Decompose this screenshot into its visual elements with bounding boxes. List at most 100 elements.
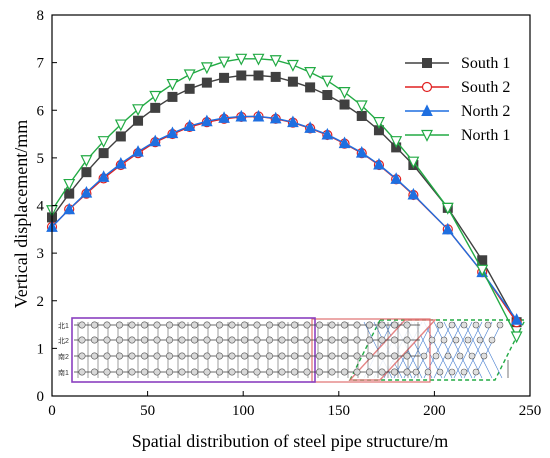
inset-pipe-marker (365, 321, 373, 329)
inset-pipe-marker (103, 336, 111, 344)
inset-pipe-marker (191, 336, 199, 344)
inset-pipe-marker (448, 321, 456, 329)
x-tick-label: 50 (140, 403, 155, 419)
inset-pipe-marker (153, 352, 161, 360)
data-point (407, 156, 420, 169)
inset-pipe-marker (203, 321, 211, 329)
inset-mesh-line (463, 321, 493, 379)
inset-pipe-marker (141, 321, 149, 329)
inset-pipe-marker (303, 368, 311, 376)
y-tick-label: 6 (37, 103, 45, 119)
x-tick-label: 100 (232, 403, 255, 419)
inset-pipe-marker (464, 336, 472, 344)
inset-pipe-marker (448, 368, 456, 376)
inset-diagonal-band (348, 319, 437, 381)
legend-marker (421, 129, 433, 142)
inset-pipe-marker (365, 352, 373, 360)
inset-pipe-marker (315, 352, 323, 360)
data-point (183, 69, 196, 82)
inset-pipe-marker (403, 321, 411, 329)
inset-pipe-marker (378, 336, 386, 344)
inset-pipe-marker (378, 368, 386, 376)
inset-pipe-marker (403, 352, 411, 360)
data-point (63, 202, 76, 215)
data-point (338, 87, 351, 99)
data-point (304, 121, 316, 133)
inset-pipe-marker (166, 336, 174, 344)
inset-row-label: 北1 (58, 322, 69, 330)
data-point (150, 102, 161, 113)
x-tick-label: 250 (519, 403, 542, 419)
data-point (321, 75, 334, 88)
inset-pipe-marker (496, 321, 504, 329)
data-point (252, 109, 265, 122)
data-point (287, 76, 298, 87)
inset-pipe-marker (103, 321, 111, 329)
data-point (286, 59, 299, 72)
inset-pipe-marker (128, 321, 136, 329)
inset-pipe-marker (166, 352, 174, 360)
inset-pipe-marker (265, 336, 273, 344)
axes: 0 50 100 150 200 250 0 1 2 3 4 5 6 7 8 (37, 8, 542, 419)
inset-right-frame (348, 319, 527, 381)
data-point (322, 90, 333, 101)
inset-pipe-marker (265, 352, 273, 360)
data-point (338, 136, 351, 149)
inset-pipe-marker (191, 368, 199, 376)
y-tick-label: 0 (37, 389, 45, 405)
data-point (166, 126, 179, 139)
inset-pipe-marker (290, 368, 298, 376)
inset-pipe-marker (253, 336, 261, 344)
inset-pipe-marker (278, 352, 286, 360)
inset-pipe-marker (353, 321, 361, 329)
inset-pipe-marker (91, 336, 99, 344)
data-point (183, 119, 196, 131)
inset-pipe-marker (303, 336, 311, 344)
series-north-1 (46, 53, 523, 344)
data-point (372, 117, 385, 129)
inset-pipe-marker (116, 321, 124, 329)
inset-pipe-marker (78, 321, 86, 329)
inset-pipe-marker (390, 352, 398, 360)
data-point (97, 170, 110, 182)
inset-pipe-marker (315, 368, 323, 376)
inset-pipe-marker (103, 352, 111, 360)
inset-pipe-marker (116, 368, 124, 376)
inset-pipe-marker (191, 321, 199, 329)
inset-pipe-marker (203, 352, 211, 360)
inset-pipe-marker (141, 368, 149, 376)
data-point (184, 83, 195, 94)
inset-pipe-marker (456, 352, 464, 360)
data-point (270, 71, 281, 82)
inset-pipe-marker (328, 321, 336, 329)
inset-row-label: 南2 (58, 352, 69, 361)
data-point (253, 70, 264, 81)
inset-pipe-marker (116, 336, 124, 344)
inset-pipe-marker (203, 336, 211, 344)
data-point (219, 72, 230, 83)
inset-pipe-marker (253, 321, 261, 329)
series-south-2 (46, 111, 522, 328)
inset-pipe-marker (378, 321, 386, 329)
inset-pipe-marker (303, 321, 311, 329)
inset-pipe-marker (353, 368, 361, 376)
inset-pipe-marker (365, 368, 373, 376)
inset-pipe-marker (432, 352, 440, 360)
inset-pipe-marker (480, 352, 488, 360)
data-point (287, 115, 299, 128)
inset-pipe-marker (436, 321, 444, 329)
inset-pipe-marker (378, 352, 386, 360)
inset-pipe-marker (460, 321, 468, 329)
inset-pipe-marker (365, 336, 373, 344)
inset-pipe-marker (390, 321, 398, 329)
data-point (201, 77, 212, 88)
inset-pipe-marker (403, 336, 411, 344)
inset-pipe-marker (153, 336, 161, 344)
data-point (218, 111, 230, 123)
inset-pipe-marker (253, 368, 261, 376)
y-tick-label: 1 (37, 341, 45, 357)
inset-row-label: 南1 (58, 368, 69, 377)
data-point (115, 156, 127, 169)
y-tick-label: 2 (37, 294, 45, 310)
